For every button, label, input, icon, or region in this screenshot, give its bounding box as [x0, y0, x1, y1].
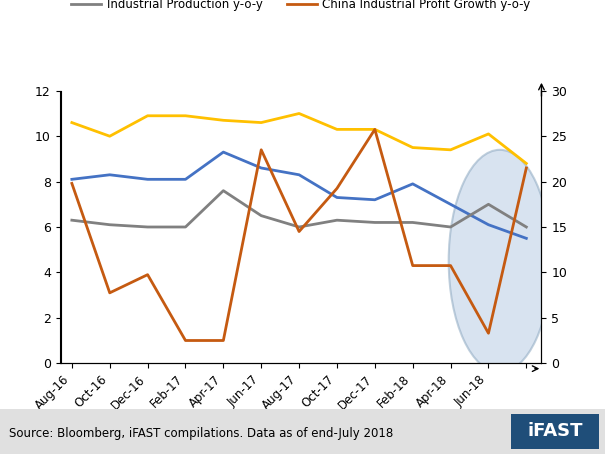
Legend: Fixed Asset Investment y-o-y, Industrial Production y-o-y, Retails Sales y-o-y, : Fixed Asset Investment y-o-y, Industrial…	[67, 0, 535, 15]
Text: Source: Bloomberg, iFAST compilations. Data as of end-July 2018: Source: Bloomberg, iFAST compilations. D…	[9, 427, 393, 440]
Text: iFAST: iFAST	[528, 422, 583, 440]
Ellipse shape	[449, 150, 551, 372]
